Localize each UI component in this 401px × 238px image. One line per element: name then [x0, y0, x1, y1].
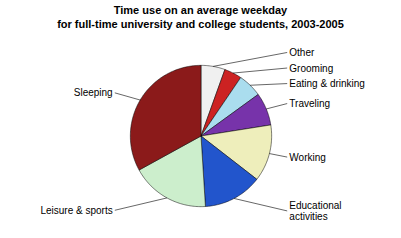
- svg-text:Educationalactivities: Educationalactivities: [289, 200, 341, 222]
- html-text:Time use on an average weekday: Time use on an average weekday for full-…: [57, 4, 344, 30]
- svg-text:Eating & drinking: Eating & drinking: [289, 78, 365, 89]
- svg-text:Working: Working: [289, 152, 326, 163]
- svg-text:Traveling: Traveling: [289, 98, 330, 109]
- svg-text:Leisure & sports: Leisure & sports: [40, 205, 112, 216]
- svg-text:Grooming: Grooming: [289, 63, 333, 74]
- svg-text:Other: Other: [289, 47, 315, 58]
- svg-text:Sleeping: Sleeping: [74, 87, 113, 98]
